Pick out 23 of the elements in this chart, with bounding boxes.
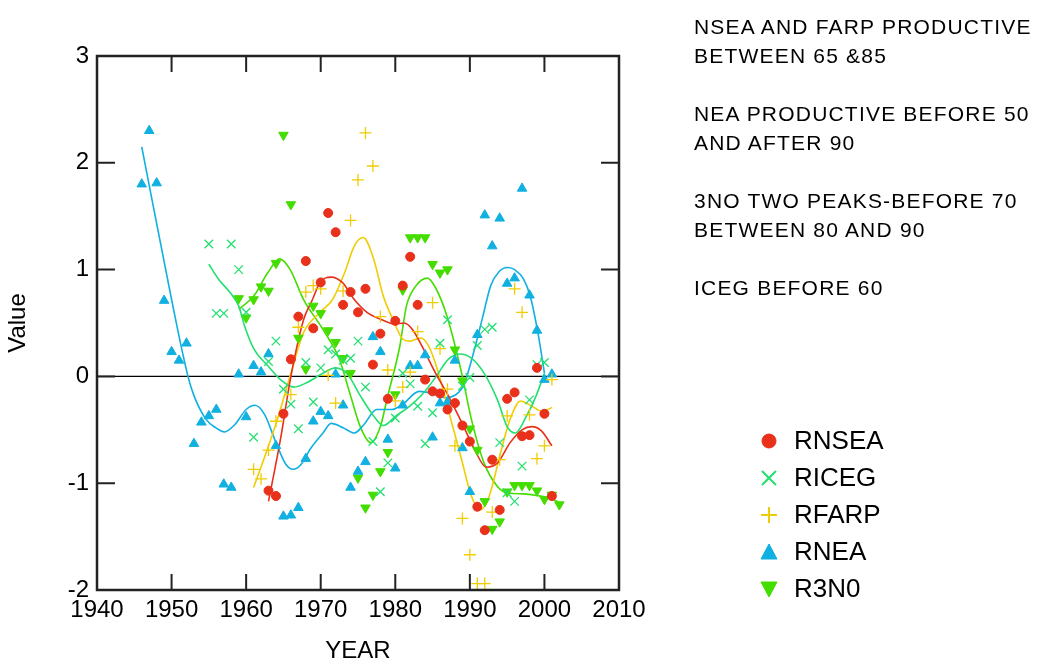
x-tick-label: 2010: [592, 595, 646, 623]
x-tick-label: 1990: [443, 595, 497, 623]
x-tick-label: 1950: [144, 595, 199, 623]
y-axis-title: Value: [3, 293, 31, 353]
text: ICEG BEFORE 60: [694, 275, 885, 301]
text: 3NO TWO PEAKS-BEFORE 70 BETWEEN 80 AND 90: [694, 188, 1019, 243]
y-tick-label: 2: [75, 147, 89, 175]
x-axis-title: YEAR: [325, 636, 391, 664]
legend-label: RNEA: [794, 536, 867, 566]
x-tick-label: 1980: [368, 595, 422, 623]
legend-label: R3N0: [794, 573, 861, 603]
y-tick-label: -1: [67, 467, 89, 495]
text: NSEA AND FARP PRODUCTIVE BETWEEN 65 &85: [694, 14, 1033, 69]
y-tick-label: 0: [75, 361, 89, 389]
legend-label: RICEG: [794, 462, 877, 492]
text: NEA PRODUCTIVE BEFORE 50 AND AFTER 90: [694, 101, 1031, 156]
legend-label: RNSEA: [794, 425, 884, 455]
y-tick-label: 3: [75, 40, 89, 68]
x-tick-label: 2000: [517, 595, 572, 623]
x-tick-label: 1970: [294, 595, 348, 623]
x-tick-label: 1960: [219, 595, 273, 623]
y-tick-label: 1: [75, 254, 89, 282]
legend-label: RFARP: [794, 499, 881, 529]
